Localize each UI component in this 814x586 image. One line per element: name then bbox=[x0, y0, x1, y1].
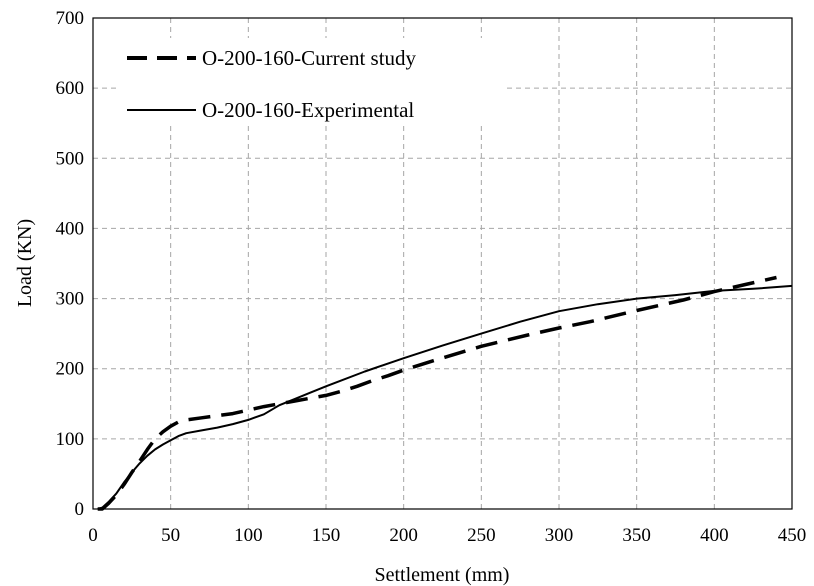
y-tick-label: 0 bbox=[75, 499, 85, 520]
x-tick-labels: 0 50 100 150 200 250 300 350 400 450 bbox=[88, 525, 806, 546]
x-tick-label: 350 bbox=[622, 525, 651, 546]
x-axis-title: Settlement (mm) bbox=[375, 564, 510, 586]
y-tick-label: 200 bbox=[56, 359, 85, 380]
y-axis-title: Load (KN) bbox=[14, 219, 36, 307]
legend-label-experimental: O-200-160-Experimental bbox=[202, 98, 414, 122]
legend-label-current-study: O-200-160-Current study bbox=[202, 46, 417, 70]
x-tick-label: 100 bbox=[234, 525, 263, 546]
series-line-current-study bbox=[97, 275, 777, 511]
series-layer bbox=[97, 275, 793, 511]
y-tick-label: 700 bbox=[56, 8, 85, 29]
y-tick-label: 400 bbox=[56, 218, 85, 239]
x-tick-label: 50 bbox=[161, 525, 180, 546]
y-tick-label: 500 bbox=[56, 148, 85, 169]
y-tick-label: 300 bbox=[56, 289, 85, 310]
plot-frame bbox=[92, 17, 793, 510]
x-tick-label: 450 bbox=[778, 525, 807, 546]
x-tick-label: 400 bbox=[700, 525, 729, 546]
y-tick-label: 100 bbox=[56, 429, 85, 450]
y-tick-label: 600 bbox=[56, 78, 85, 99]
y-tick-labels: 0 100 200 300 400 500 600 700 bbox=[56, 8, 85, 520]
x-tick-label: 0 bbox=[88, 525, 98, 546]
x-tick-label: 250 bbox=[467, 525, 496, 546]
x-tick-label: 150 bbox=[312, 525, 341, 546]
x-tick-label: 300 bbox=[545, 525, 574, 546]
series-line-experimental bbox=[97, 284, 793, 510]
x-tick-label: 200 bbox=[389, 525, 418, 546]
legend: O-200-160-Current study O-200-160-Experi… bbox=[118, 38, 503, 124]
